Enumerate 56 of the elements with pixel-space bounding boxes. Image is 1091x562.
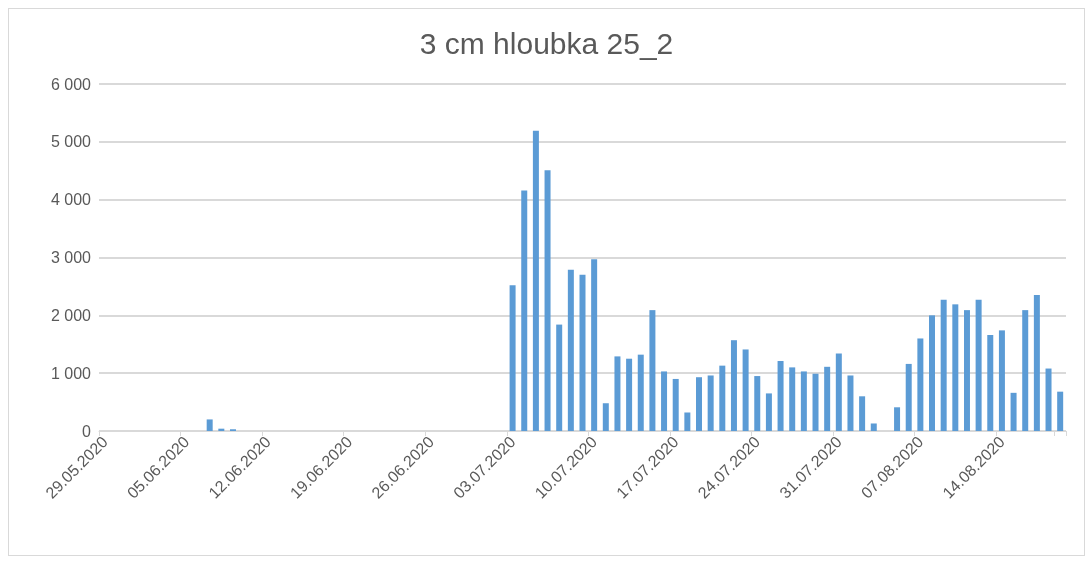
bar [789,367,796,431]
bar [1022,310,1029,431]
bar [626,358,633,431]
bar [206,419,213,431]
bar [672,378,679,431]
bar [905,363,912,431]
bar [532,130,539,431]
bar [929,315,936,431]
bar [1057,391,1064,431]
bar [730,340,737,431]
bar [707,375,714,431]
bar [567,269,574,431]
y-tick-label: 3 000 [50,249,92,266]
bar [952,304,959,431]
bar [963,310,970,431]
bar [835,353,842,431]
bar [661,371,668,431]
chart-title: 3 cm hloubka 25_2 [419,26,674,60]
bar [521,190,528,431]
bar [812,373,819,431]
bar [637,354,644,431]
bar [870,423,877,431]
bar [940,299,947,431]
bar [1033,295,1040,431]
bar [614,356,621,431]
bar [602,403,609,431]
bar [684,412,691,431]
bar [1045,368,1052,431]
bar [579,274,586,431]
bar [824,366,831,431]
bar [765,393,772,431]
bar [742,349,749,431]
bar [649,310,656,431]
bar [800,371,807,431]
bar [894,407,901,431]
bar [591,259,598,431]
y-tick-label: 5 000 [50,133,92,151]
bar [754,376,761,431]
bar [696,377,703,431]
bar [998,330,1005,431]
y-tick-label: 4 000 [50,191,92,209]
bar [847,375,854,431]
bar [544,170,551,431]
y-tick-label: 1 000 [50,364,92,382]
y-tick-label: 0 [82,422,92,440]
bar [975,299,982,431]
bar [719,365,726,431]
bar [917,338,924,431]
bar [556,324,563,431]
y-tick-label: 2 000 [50,306,92,324]
bar [987,335,994,431]
bar [1010,392,1017,431]
bar [509,285,516,431]
y-tick-label: 6 000 [50,75,92,93]
bar [777,361,784,431]
bar [859,396,866,431]
